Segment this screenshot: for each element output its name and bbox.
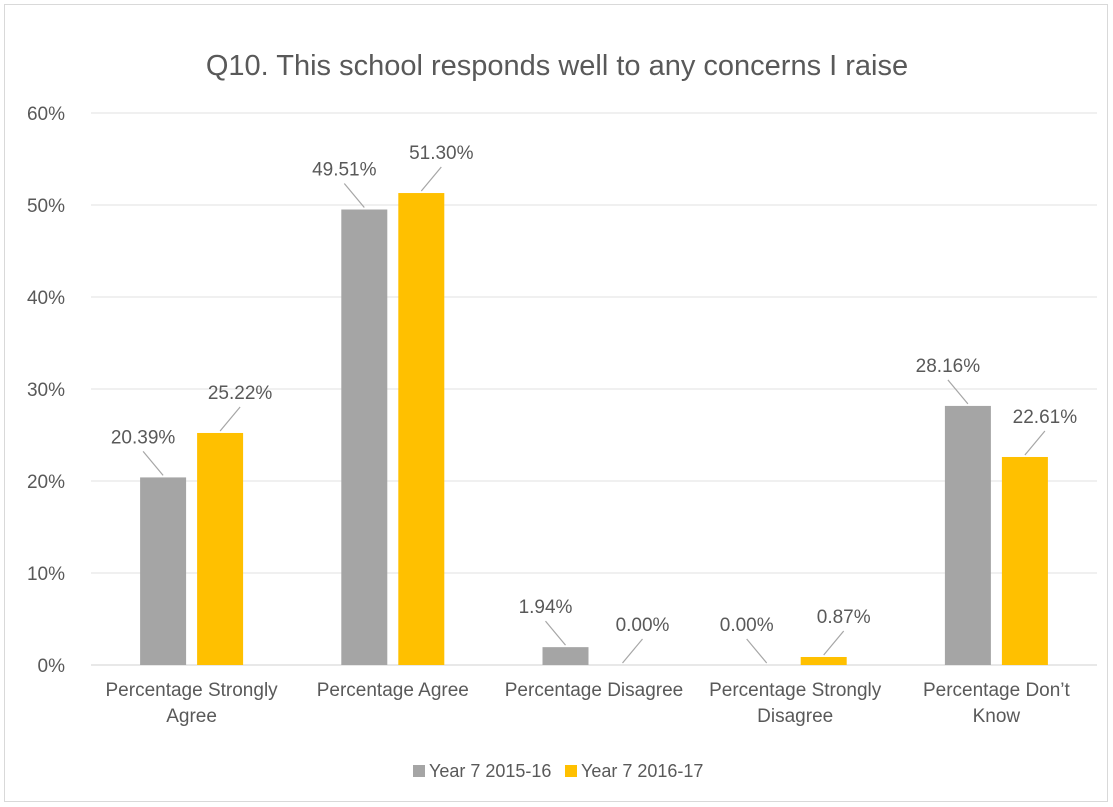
data-labels: 20.39% 25.22% 49.51% 51.30% 1.94% 0.00% 0.00% 0…: [111, 143, 1078, 664]
x-tick-label: Disagree: [757, 706, 833, 727]
x-tick-label: Agree: [166, 706, 217, 727]
legend: Year 7 2015-16 Year 7 2016-17: [413, 761, 703, 781]
data-label-leader: [947, 379, 969, 405]
legend-swatch: [565, 765, 577, 777]
x-tick-label: Percentage Strongly: [106, 680, 279, 701]
x-tick-label: Percentage Disagree: [505, 680, 684, 701]
y-tick-label: 50%: [27, 196, 65, 217]
data-label-leader: [420, 166, 442, 192]
data-label-leader: [545, 620, 566, 646]
legend-label: Year 7 2015-16: [429, 761, 551, 781]
data-label: 0.00%: [720, 615, 774, 636]
y-tick-label: 20%: [27, 472, 65, 493]
legend-swatch: [413, 765, 425, 777]
bar: [1001, 456, 1048, 665]
data-label: 0.00%: [616, 615, 670, 636]
y-tick-label: 0%: [38, 656, 66, 677]
legend-label: Year 7 2016-17: [581, 761, 703, 781]
data-label: 22.61%: [1013, 407, 1078, 428]
chart-title: Q10. This school responds well to any co…: [206, 50, 908, 82]
bar: [140, 477, 187, 665]
y-tick-label: 10%: [27, 564, 65, 585]
y-tick-label: 60%: [27, 104, 65, 125]
bar: [944, 405, 991, 665]
bar: [800, 656, 847, 665]
bar-chart: Q10. This school responds well to any co…: [27, 50, 1097, 781]
data-label: 1.94%: [519, 597, 573, 618]
data-label: 0.87%: [817, 607, 871, 628]
y-axis: 0% 10% 20% 30% 40% 50% 60%: [27, 104, 65, 677]
bar: [341, 209, 388, 665]
x-tick-label: Percentage Strongly: [709, 680, 882, 701]
y-tick-label: 40%: [27, 288, 65, 309]
data-label: 28.16%: [916, 356, 981, 377]
data-label-leader: [622, 638, 643, 664]
x-tick-label: Percentage Agree: [317, 680, 469, 701]
x-tick-label: Percentage Don’t: [923, 680, 1071, 701]
bars: [140, 193, 1048, 666]
y-tick-label: 30%: [27, 380, 65, 401]
data-label: 49.51%: [312, 160, 377, 181]
bar: [398, 193, 445, 666]
chart-frame: Q10. This school responds well to any co…: [4, 4, 1108, 802]
data-label: 20.39%: [111, 427, 176, 448]
x-tick-label: Know: [973, 706, 1021, 727]
data-label-leader: [219, 406, 241, 432]
data-label-leader: [343, 183, 365, 208]
data-label-leader: [746, 638, 768, 664]
data-label: 25.22%: [208, 383, 273, 404]
data-label: 51.30%: [409, 143, 474, 164]
data-label-leader: [1024, 430, 1046, 456]
x-axis: Percentage Strongly Agree Percentage Agree…: [106, 680, 1071, 727]
bar: [542, 647, 589, 665]
data-label-leader: [142, 451, 164, 476]
bar: [197, 432, 244, 665]
data-label-leader: [823, 630, 845, 656]
gridlines: [91, 112, 1097, 666]
